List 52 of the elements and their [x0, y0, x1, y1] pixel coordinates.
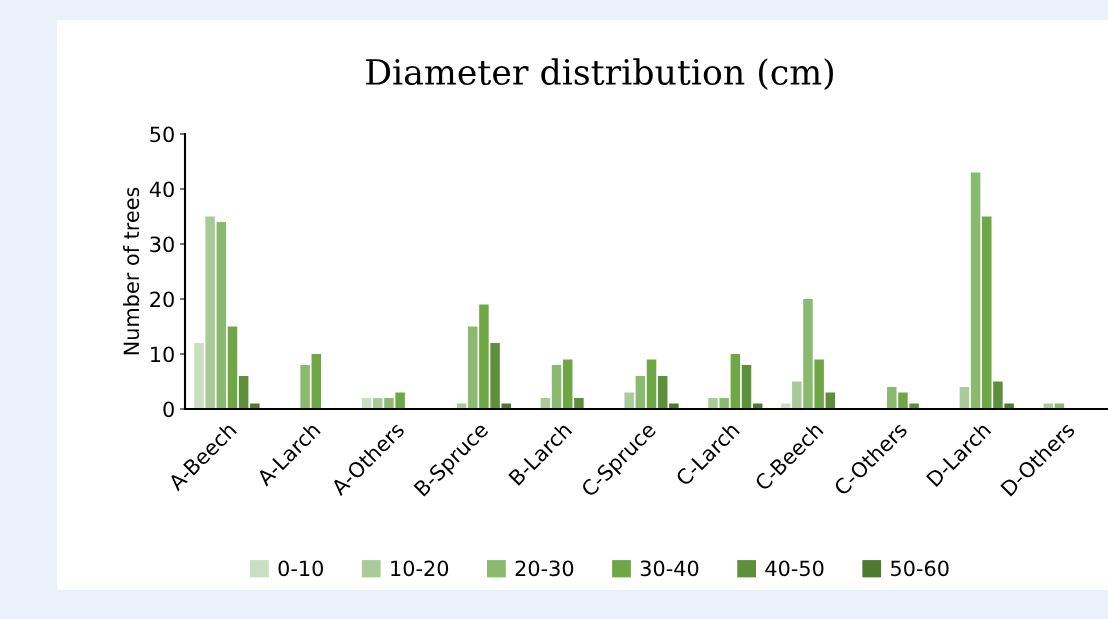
bar	[384, 398, 394, 409]
bar	[898, 392, 908, 409]
bar	[479, 304, 489, 409]
bar	[708, 398, 718, 409]
bar	[574, 398, 584, 409]
bar	[250, 403, 260, 409]
bar	[982, 216, 992, 409]
legend-label: 20-30	[515, 560, 574, 577]
y-tick-label: 10	[151, 346, 174, 363]
bar	[909, 403, 919, 409]
y-tick-label: 50	[150, 126, 174, 143]
chart-title: Diameter distribution (cm)	[366, 58, 833, 90]
y-tick-label: 20	[150, 291, 174, 308]
bar	[993, 381, 1003, 409]
bar	[1043, 403, 1053, 409]
bar	[300, 365, 310, 409]
bar	[970, 172, 981, 409]
bar	[887, 387, 897, 409]
bar	[719, 398, 729, 409]
bar	[194, 343, 204, 409]
y-tick-label: 40	[149, 181, 174, 198]
bar	[669, 403, 679, 409]
bar	[227, 326, 238, 409]
bar	[741, 365, 752, 409]
bar	[1004, 403, 1014, 409]
bar	[238, 376, 249, 409]
y-axis-title: Number of trees	[123, 187, 140, 355]
bar	[373, 398, 383, 409]
bar	[216, 222, 227, 409]
bar	[803, 299, 813, 409]
y-tick-label: 0	[163, 401, 174, 418]
bar	[562, 359, 573, 409]
bar	[395, 392, 405, 409]
legend-label: 0-10	[278, 560, 323, 577]
bar	[551, 365, 562, 409]
bar	[959, 387, 970, 409]
legend-label: 10-20	[391, 560, 449, 577]
legend-label: 50-60	[891, 560, 949, 577]
bar	[792, 381, 802, 409]
bar	[646, 359, 657, 409]
bar	[814, 359, 824, 409]
bar	[490, 343, 500, 409]
bar	[205, 216, 215, 409]
bar	[730, 354, 741, 409]
bar	[657, 376, 668, 409]
bar	[635, 376, 646, 409]
bar	[467, 326, 478, 409]
legend-label: 30-40	[640, 560, 699, 577]
bar	[311, 354, 322, 409]
bar	[624, 392, 634, 409]
y-tick-label: 30	[150, 236, 174, 253]
legend-label: 40-50	[765, 560, 824, 577]
